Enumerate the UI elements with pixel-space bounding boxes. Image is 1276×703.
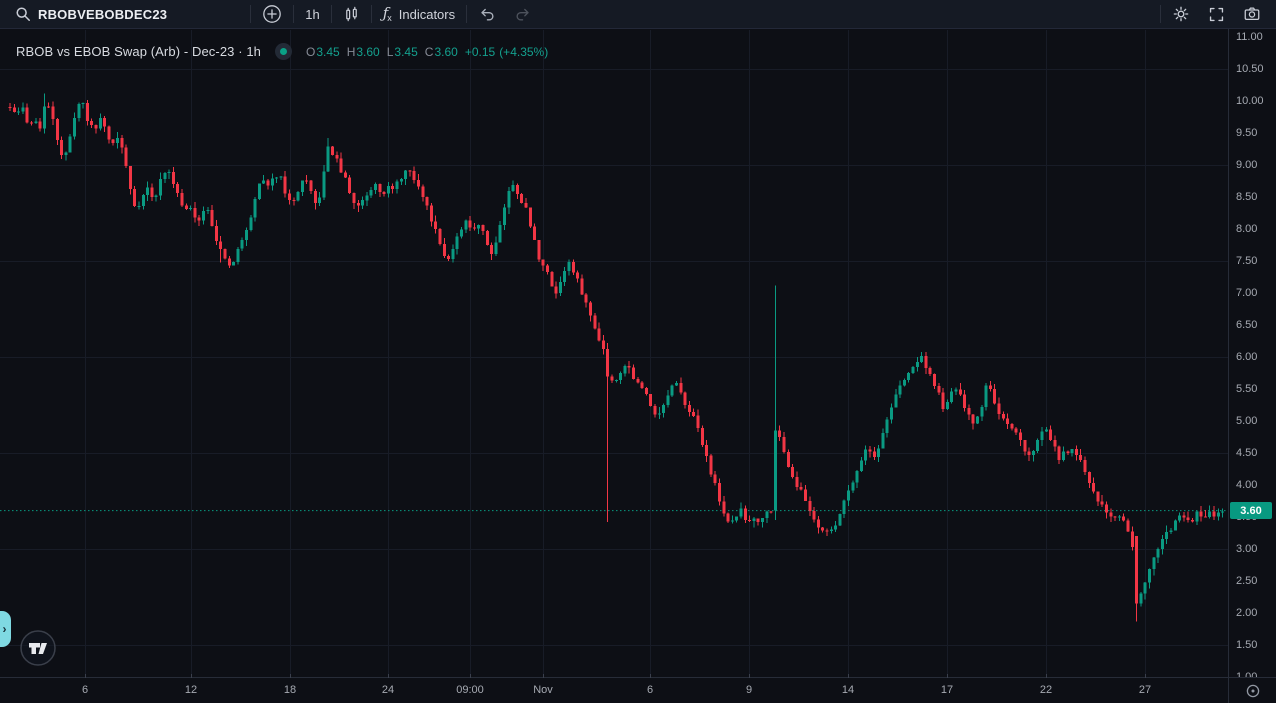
ohlc-values: O 3.45 H 3.60 L 3.45 C 3.60 +0.15 (+4.35%) xyxy=(306,45,548,59)
close-label: C xyxy=(424,44,434,59)
time-axis-tick xyxy=(1145,674,1146,678)
time-axis-tick xyxy=(543,674,544,678)
symbol-text: RBOBVEBOBDEC23 xyxy=(38,6,168,22)
indicators-label: Indicators xyxy=(398,6,456,22)
redo-icon xyxy=(516,8,529,21)
indicators-button[interactable]: ƒx Indicators xyxy=(374,0,464,28)
time-axis[interactable]: 6 12 18 24 09:00 Nov 6 9 14 17 22 27 xyxy=(0,677,1276,703)
toolbar-separator xyxy=(293,5,295,23)
interval-label: 1h xyxy=(305,6,320,22)
time-axis-label: 27 xyxy=(1138,684,1152,696)
toolbar-separator xyxy=(330,5,332,23)
open-label: O xyxy=(306,44,316,59)
price-axis-label: 8.00 xyxy=(1236,223,1258,235)
chart-style-button[interactable] xyxy=(334,0,369,28)
toolbar-separator xyxy=(370,5,372,23)
price-axis-label: 4.00 xyxy=(1236,479,1258,491)
undo-button[interactable] xyxy=(469,0,505,28)
fullscreen-button[interactable] xyxy=(1199,0,1234,28)
fullscreen-icon xyxy=(1209,7,1224,21)
price-axis-label: 10.50 xyxy=(1236,63,1264,75)
axis-settings-icon[interactable] xyxy=(1245,683,1261,699)
time-axis-tick xyxy=(85,674,86,678)
low-label: L xyxy=(386,44,394,59)
price-axis-label: 9.50 xyxy=(1236,127,1258,139)
price-axis-label: 1.00 xyxy=(1236,671,1258,678)
chevron-right-icon: › xyxy=(2,622,7,636)
price-axis-label: 2.50 xyxy=(1236,575,1258,587)
time-axis-label: 6 xyxy=(646,684,654,696)
toolbar-separator xyxy=(466,5,468,23)
settings-button[interactable] xyxy=(1163,0,1199,28)
sidebar-expand-handle[interactable]: › xyxy=(0,611,11,647)
price-axis-label: 5.50 xyxy=(1236,383,1258,395)
price-axis-label: 7.00 xyxy=(1236,287,1258,299)
time-axis-tick xyxy=(947,674,948,678)
time-axis-tick xyxy=(191,674,192,678)
compare-add-button[interactable] xyxy=(253,0,291,28)
time-axis-corner xyxy=(1228,678,1276,703)
toolbar-separator xyxy=(1160,5,1161,23)
toolbar-separator xyxy=(250,5,252,23)
settings-gear-icon xyxy=(1173,6,1189,22)
time-axis-label: 18 xyxy=(283,684,297,696)
change-percent: (+4.35%) xyxy=(499,44,549,59)
price-axis-label: 11.00 xyxy=(1236,31,1263,43)
tradingview-logo[interactable] xyxy=(19,629,57,667)
top-toolbar: RBOBVEBOBDEC23 1h ƒx Indicators xyxy=(0,0,1276,29)
series-visibility-dot[interactable] xyxy=(275,43,292,60)
time-axis-tick xyxy=(650,674,651,678)
time-axis-label: 17 xyxy=(940,684,954,696)
time-axis-tick xyxy=(388,674,389,678)
close-value: 3.60 xyxy=(434,44,458,59)
candles xyxy=(8,93,1225,622)
low-value: 3.45 xyxy=(394,44,418,59)
high-value: 3.60 xyxy=(356,44,380,59)
open-value: 3.45 xyxy=(316,44,340,59)
change-value: +0.15 xyxy=(464,44,496,59)
time-axis-tick xyxy=(848,674,849,678)
time-axis-label: Nov xyxy=(533,684,553,696)
time-axis-label: 22 xyxy=(1039,684,1053,696)
price-axis-label: 3.00 xyxy=(1236,543,1258,555)
camera-icon xyxy=(1244,7,1260,21)
time-axis-tick xyxy=(749,674,750,678)
price-axis[interactable]: 11.00 10.50 10.00 9.50 9.00 8.50 8.00 7.50 7.00 6… xyxy=(1228,28,1276,678)
time-axis-tick xyxy=(290,674,291,678)
legend-symbol-title[interactable]: RBOB vs EBOB Swap (Arb) - Dec-23 · 1h xyxy=(16,44,261,59)
price-axis-label: 10.00 xyxy=(1236,95,1264,107)
time-axis-label: 24 xyxy=(381,684,395,696)
price-axis-label: 5.00 xyxy=(1236,415,1258,427)
time-axis-label: 14 xyxy=(841,684,855,696)
time-axis-label: 6 xyxy=(81,684,89,696)
time-axis-label: 9 xyxy=(745,684,753,696)
symbol-search-button[interactable]: RBOBVEBOBDEC23 xyxy=(6,0,176,28)
price-axis-label: 6.00 xyxy=(1236,351,1258,363)
time-axis-label: 09:00 xyxy=(456,684,484,696)
time-axis-tick xyxy=(470,674,471,678)
last-price-badge: 3.60 xyxy=(1230,502,1272,520)
screenshot-camera-button[interactable] xyxy=(1234,0,1270,28)
fx-icon: ƒx xyxy=(382,3,392,23)
candle-style-icon xyxy=(345,6,357,21)
undo-icon xyxy=(481,8,494,21)
high-label: H xyxy=(346,44,356,59)
price-axis-label: 2.00 xyxy=(1236,607,1258,619)
redo-button[interactable] xyxy=(505,0,541,28)
price-axis-label: 8.50 xyxy=(1236,191,1258,203)
price-axis-label: 4.50 xyxy=(1236,447,1258,459)
price-axis-label: 9.00 xyxy=(1236,159,1258,171)
time-axis-label: 12 xyxy=(184,684,198,696)
price-axis-label: 6.50 xyxy=(1236,319,1258,331)
search-icon xyxy=(16,7,30,21)
time-axis-tick xyxy=(1046,674,1047,678)
plus-circle-icon xyxy=(263,5,282,23)
price-axis-label: 7.50 xyxy=(1236,255,1258,267)
interval-button[interactable]: 1h xyxy=(296,0,328,28)
series-marker-icon xyxy=(280,48,287,55)
price-axis-label: 1.50 xyxy=(1236,639,1258,651)
